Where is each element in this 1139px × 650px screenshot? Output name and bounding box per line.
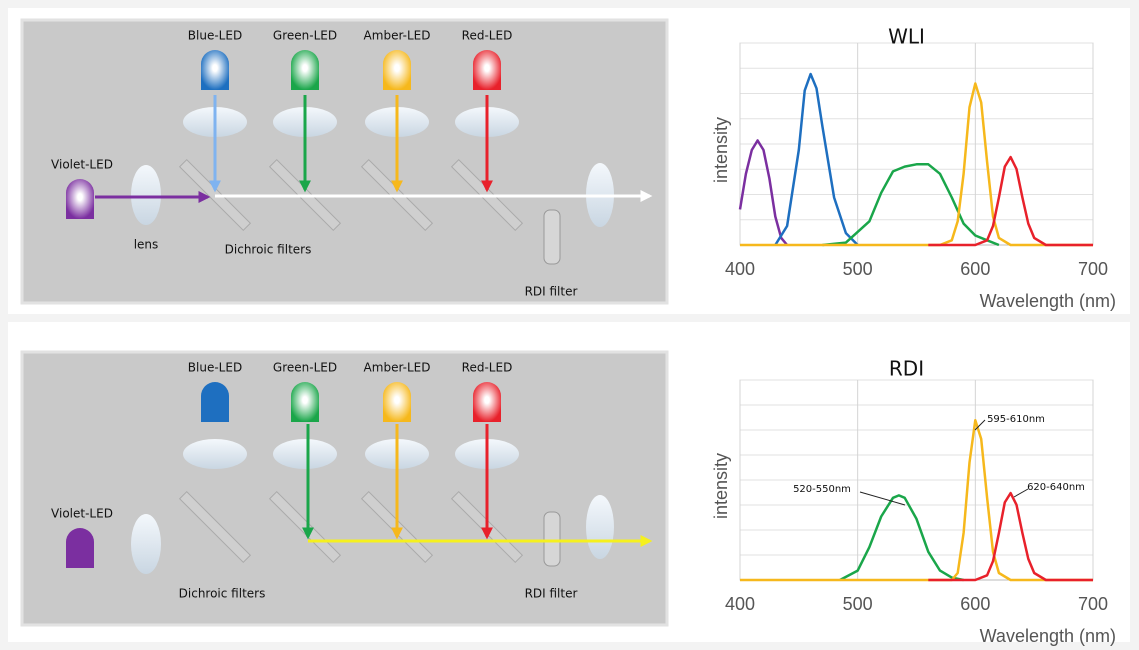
spectrum-line (740, 82, 1093, 247)
spectrum-line (928, 155, 1093, 247)
lens (273, 439, 337, 469)
x-tick-label: 700 (1078, 594, 1108, 614)
x-tick-label: 500 (843, 259, 873, 279)
led-label: Blue-LED (188, 29, 242, 43)
led (66, 179, 94, 219)
annotation: 520-550nm (793, 484, 851, 495)
x-tick-label: 500 (843, 594, 873, 614)
led-label: Red-LED (462, 29, 513, 43)
x-tick-label: 400 (725, 594, 755, 614)
x-tick-label: 400 (725, 259, 755, 279)
led (201, 382, 229, 422)
spectrum-line (740, 418, 1093, 582)
rdi-filter (543, 209, 561, 265)
lens (586, 495, 614, 559)
led-label: Amber-LED (364, 29, 431, 43)
spectrum-line (839, 494, 964, 582)
lens-label: lens (134, 238, 159, 252)
diagram-box (20, 18, 669, 305)
lens (131, 165, 161, 225)
x-tick-label: 700 (1078, 259, 1108, 279)
spectrum-line (822, 163, 1000, 247)
x-axis-label: Wavelength (nm) (980, 626, 1116, 646)
lens (131, 514, 161, 574)
x-axis-label: Wavelength (nm) (980, 291, 1116, 311)
annotation-leader (1013, 488, 1029, 498)
filters-label: Dichroic filters (179, 587, 266, 601)
led (291, 50, 319, 90)
diagram-box (20, 350, 669, 627)
led-label: Green-LED (273, 361, 337, 375)
led-label: Amber-LED (364, 361, 431, 375)
x-tick-label: 600 (960, 259, 990, 279)
rdi-label: RDI filter (525, 285, 578, 299)
spectrum-line (738, 139, 789, 246)
chart-title: RDI (889, 357, 924, 381)
annotation-leader (974, 419, 986, 431)
y-axis-label: intensity (711, 117, 731, 183)
led (383, 50, 411, 90)
x-tick-label: 600 (960, 594, 990, 614)
led (383, 382, 411, 422)
filters-label: Dichroic filters (225, 243, 312, 257)
lens (183, 439, 247, 469)
led (201, 50, 229, 90)
led-label: Violet-LED (51, 507, 113, 521)
dichroic-filter (178, 490, 252, 564)
led (473, 382, 501, 422)
annotation: 595-610nm (987, 414, 1045, 425)
led-label: Red-LED (462, 361, 513, 375)
led-label: Blue-LED (188, 361, 242, 375)
annotation-leader (859, 491, 906, 506)
led (66, 528, 94, 568)
chart-title: WLI (888, 25, 925, 49)
led-label: Green-LED (273, 29, 337, 43)
rdi-filter (543, 511, 561, 567)
led (473, 50, 501, 90)
y-axis-label: intensity (711, 453, 731, 519)
spectrum-line (928, 491, 1093, 582)
rdi-label: RDI filter (525, 587, 578, 601)
spectrum-line (774, 72, 859, 246)
led (291, 382, 319, 422)
annotation: 620-640nm (1027, 482, 1085, 493)
led-label: Violet-LED (51, 158, 113, 172)
